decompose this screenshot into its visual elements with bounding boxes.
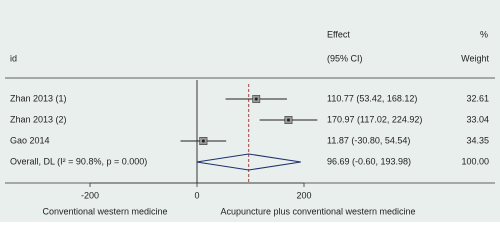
- weight-label: 33.04: [466, 114, 489, 124]
- x-tick-label: -200: [81, 190, 99, 200]
- weight-label: 100.00: [461, 156, 489, 166]
- column-header: Weight: [461, 53, 489, 63]
- effect-label: 170.97 (117.02, 224.92): [327, 114, 422, 124]
- study-id: Zhan 2013 (2): [10, 114, 67, 124]
- effect-label: 11.87 (-30.80, 54.54): [327, 135, 410, 145]
- weight-label: 34.35: [466, 135, 489, 145]
- favours-right: Acupuncture plus conventional western me…: [220, 206, 415, 216]
- column-header: %: [480, 29, 488, 39]
- chart: Effect % id (95% CI) Weight Conventional…: [0, 0, 500, 222]
- study-id: Zhan 2013 (1): [10, 93, 67, 103]
- favours-left: Conventional western medicine: [42, 206, 167, 216]
- effect-point: [286, 118, 290, 122]
- x-tick-label: 0: [194, 190, 199, 200]
- overall-diamond: [196, 153, 301, 171]
- study-id: Gao 2014: [10, 135, 50, 145]
- effect-point: [201, 139, 205, 143]
- x-tick-label: 200: [296, 190, 311, 200]
- page: {"chart_data": {"type": "forest", "colum…: [0, 0, 500, 222]
- weight-label: 32.61: [466, 93, 489, 103]
- effect-point: [254, 97, 258, 101]
- column-header: id: [10, 53, 17, 63]
- effect-label: 110.77 (53.42, 168.12): [327, 93, 417, 103]
- column-header: (95% CI): [327, 53, 363, 63]
- column-header: Effect: [327, 29, 350, 39]
- effect-label: 96.69 (-0.60, 193.98): [327, 156, 411, 166]
- overall-id: Overall, DL (I² = 90.8%, p = 0.000): [10, 156, 147, 166]
